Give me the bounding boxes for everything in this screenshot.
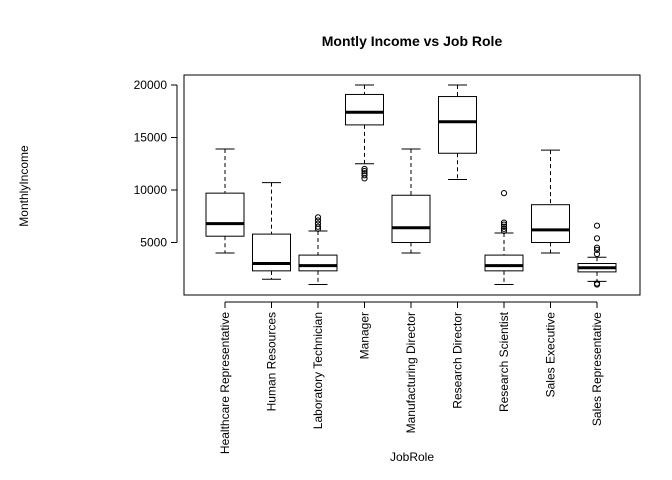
outlier-point [593, 250, 601, 258]
outlier-point [593, 222, 601, 229]
outlier-point [361, 172, 368, 179]
outlier-point [314, 220, 322, 227]
outlier-point [500, 223, 508, 230]
outlier-point [593, 235, 601, 242]
y-axis: 5000 10000 15000 20000 [134, 78, 178, 250]
box-3 [298, 214, 338, 285]
outlier-point [361, 168, 368, 175]
iqr-box [391, 194, 431, 243]
iqr-box [531, 204, 570, 243]
chart-title: Montly Income vs Job Role [322, 33, 503, 49]
plot-frame [183, 74, 641, 296]
x-tick-label: Research Director [451, 312, 465, 409]
outlier-point [314, 217, 322, 224]
outlier-point [361, 165, 368, 173]
x-tick-label: Sales Executive [544, 312, 558, 398]
box-6 [438, 84, 477, 180]
box-5 [391, 148, 431, 254]
outlier-point [500, 221, 508, 228]
y-tick-label: 15000 [134, 131, 168, 145]
y-tick-label: 5000 [140, 236, 167, 250]
y-axis-label: MonthlyIncome [17, 145, 31, 227]
box-2 [252, 182, 291, 280]
outlier-point [593, 246, 601, 253]
iqr-box [252, 233, 291, 272]
outlier-point [314, 214, 322, 221]
outlier-point [361, 170, 368, 177]
outlier-point [314, 223, 322, 230]
y-tick-label: 20000 [134, 78, 168, 92]
iqr-box [205, 192, 245, 237]
outlier-point [500, 227, 508, 235]
x-axis: Healthcare Representative Human Resources… [218, 301, 604, 454]
box-1 [205, 148, 245, 254]
x-tick-label: Research Scientist [497, 311, 511, 412]
box-9 [577, 222, 617, 288]
iqr-box [345, 93, 384, 126]
iqr-box [298, 254, 338, 272]
outlier-point [593, 244, 601, 251]
outlier-point [500, 190, 508, 197]
outlier-point [500, 225, 508, 232]
outlier-point [500, 219, 508, 226]
outlier-point [593, 280, 601, 287]
x-axis-label: JobRole [390, 450, 434, 464]
x-tick-label: Sales Representative [590, 312, 604, 426]
boxes-group [205, 84, 617, 288]
x-tick-label: Laboratory Technician [311, 312, 325, 429]
iqr-box [438, 96, 477, 154]
y-tick-label: 10000 [134, 183, 168, 197]
x-tick-label: Manager [358, 312, 372, 359]
box-4 [345, 84, 384, 182]
x-tick-label: Healthcare Representative [218, 312, 232, 454]
box-8 [531, 149, 570, 254]
iqr-box [484, 254, 524, 272]
x-tick-label: Human Resources [265, 312, 279, 411]
box-7 [484, 190, 524, 285]
x-tick-label: Manufacturing Director [404, 312, 418, 433]
